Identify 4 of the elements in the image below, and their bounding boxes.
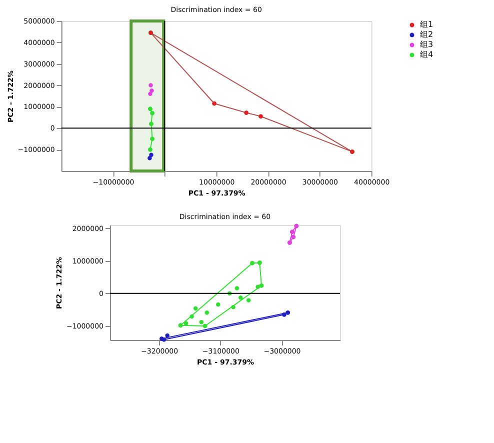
legend-label: 组1: [420, 20, 434, 29]
legend-label: 组2: [420, 30, 434, 39]
legend-label: 组3: [420, 40, 434, 49]
legend-label: 组4: [420, 50, 434, 59]
